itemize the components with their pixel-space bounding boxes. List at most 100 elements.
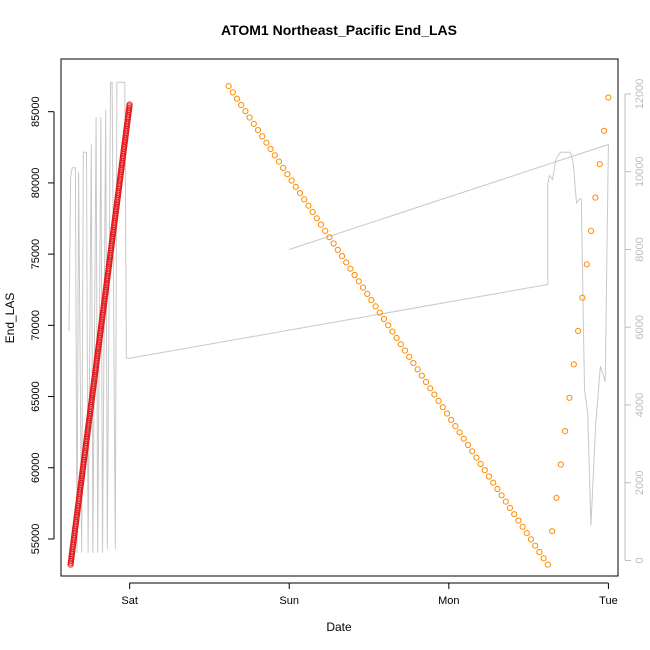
y-tick-label: 75000 — [30, 239, 42, 270]
data-point — [263, 139, 270, 146]
data-point — [460, 435, 467, 442]
data-point — [238, 101, 245, 109]
data-point — [592, 194, 599, 201]
x-axis-label: Date — [326, 620, 352, 634]
data-point — [355, 278, 362, 285]
y-tick-label: 70000 — [30, 310, 42, 341]
data-point — [397, 341, 404, 348]
data-point — [292, 183, 299, 190]
data-point — [583, 261, 590, 268]
data-point — [250, 120, 257, 127]
data-point — [334, 246, 341, 253]
data-point — [414, 366, 421, 373]
data-point — [288, 177, 295, 184]
y2-tick-label: 10000 — [634, 156, 646, 187]
y-tick-label: 80000 — [30, 168, 42, 199]
y-tick-label: 85000 — [30, 96, 42, 127]
y2-tick-label: 12000 — [634, 79, 646, 110]
data-point — [376, 309, 383, 316]
data-point — [401, 347, 409, 354]
y2-tick-label: 0 — [634, 557, 646, 563]
data-point — [494, 485, 501, 493]
data-point — [380, 315, 388, 323]
data-point — [389, 328, 396, 335]
data-point — [540, 555, 547, 562]
data-point — [515, 517, 522, 524]
y2-tick-label: 4000 — [634, 393, 646, 417]
data-point — [570, 361, 577, 368]
data-point — [506, 504, 514, 511]
data-point — [225, 83, 232, 90]
data-point — [418, 372, 425, 379]
y-axis-label: End_LAS — [3, 293, 17, 344]
y-axis-right: 0 2000 4000 6000 8000 10000 12000 — [624, 79, 646, 564]
data-point — [553, 494, 560, 501]
data-point — [596, 161, 603, 168]
data-point — [562, 428, 569, 435]
points-layer — [67, 83, 612, 568]
secondary-series-line — [68, 81, 609, 553]
data-point — [372, 303, 379, 310]
data-point — [326, 234, 333, 241]
data-point — [523, 530, 530, 537]
x-tick-label: Tue — [599, 595, 618, 607]
y2-tick-label: 2000 — [634, 470, 646, 494]
data-point — [309, 208, 316, 216]
data-point — [393, 334, 400, 341]
data-point — [452, 423, 459, 430]
data-point — [351, 271, 358, 279]
chart-title: ATOM1 Northeast_Pacific End_LAS — [221, 22, 457, 38]
data-point — [473, 454, 480, 461]
data-point — [443, 410, 451, 417]
data-point — [469, 448, 476, 455]
data-point — [296, 190, 304, 197]
data-point — [448, 416, 455, 423]
data-point — [422, 378, 430, 386]
data-point — [229, 89, 236, 96]
data-point — [490, 479, 497, 486]
data-point — [464, 441, 472, 449]
x-tick-label: Mon — [438, 595, 459, 607]
data-point — [536, 548, 543, 556]
data-point — [233, 95, 241, 102]
data-point — [456, 429, 463, 436]
data-point — [435, 397, 442, 404]
data-point — [566, 394, 573, 401]
data-point — [271, 152, 278, 159]
data-point — [557, 461, 564, 468]
data-point — [301, 196, 308, 203]
data-point — [431, 391, 438, 398]
data-point — [527, 536, 535, 543]
data-point — [544, 561, 551, 568]
data-point — [498, 492, 505, 499]
data-point — [477, 460, 484, 467]
data-point — [267, 145, 274, 153]
data-point — [605, 94, 612, 101]
y-tick-label: 65000 — [30, 381, 42, 412]
data-point — [280, 164, 287, 171]
data-point — [317, 221, 325, 228]
data-point — [502, 498, 509, 505]
x-tick-label: Sat — [121, 595, 138, 607]
data-point — [126, 101, 133, 108]
data-point — [330, 240, 337, 247]
data-point — [254, 127, 262, 134]
data-point — [575, 327, 582, 335]
data-point — [343, 259, 350, 266]
y-tick-label: 60000 — [30, 452, 42, 483]
data-point — [406, 353, 413, 360]
data-point — [368, 297, 375, 304]
data-point — [305, 202, 312, 209]
data-point — [588, 227, 595, 234]
data-point — [284, 171, 291, 178]
data-point — [532, 542, 539, 549]
y-tick-label: 55000 — [30, 524, 42, 555]
x-tick-label: Sun — [279, 595, 299, 607]
data-point — [259, 133, 266, 140]
data-point — [601, 127, 608, 134]
y2-tick-label: 6000 — [634, 315, 646, 339]
secondary-line-layer — [68, 81, 609, 553]
data-point — [579, 294, 586, 301]
data-point — [511, 511, 518, 518]
